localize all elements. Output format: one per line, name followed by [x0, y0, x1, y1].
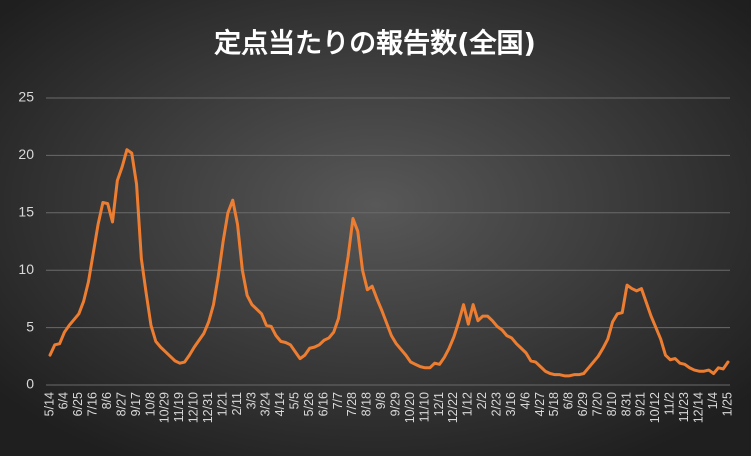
y-tick-label: 10 — [18, 261, 34, 277]
x-tick-label: 8/31 — [619, 392, 633, 416]
x-tick-label: 1/21 — [215, 392, 229, 416]
x-tick-label: 8/27 — [114, 392, 128, 416]
x-tick-label: 8/10 — [605, 392, 619, 416]
x-tick-label: 6/29 — [576, 392, 590, 416]
y-tick-label: 25 — [18, 89, 34, 105]
x-tick-label: 9/21 — [634, 392, 648, 416]
x-tick-label: 12/31 — [201, 392, 215, 423]
x-tick-label: 7/20 — [590, 392, 604, 416]
x-tick-label: 3/16 — [504, 392, 518, 416]
x-tick-label: 5/14 — [42, 392, 56, 416]
x-tick-label: 10/29 — [158, 392, 172, 423]
y-tick-label: 0 — [26, 376, 34, 392]
x-tick-label: 1/12 — [461, 392, 475, 416]
x-tick-label: 6/8 — [562, 392, 576, 409]
x-tick-label: 3/3 — [244, 392, 258, 409]
x-tick-label: 12/14 — [691, 392, 705, 423]
x-tick-label: 10/8 — [143, 392, 157, 416]
x-tick-label: 5/18 — [547, 392, 561, 416]
line — [48, 148, 730, 378]
x-tick-label: 5/5 — [288, 392, 302, 409]
x-tick-label: 12/10 — [187, 392, 201, 423]
chart-title: 定点当たりの報告数(全国) — [214, 28, 536, 60]
y-tick-label: 20 — [18, 146, 34, 162]
x-tick-label: 9/8 — [374, 392, 388, 409]
x-tick-label: 12/22 — [446, 392, 460, 423]
x-tick-label: 11/2 — [663, 392, 677, 415]
x-tick-label: 6/16 — [316, 392, 330, 416]
x-tick-label: 8/18 — [360, 392, 374, 416]
x-tick-label: 10/12 — [648, 392, 662, 423]
x-tick-label: 9/29 — [389, 392, 403, 416]
x-tick-label: 6/25 — [71, 392, 85, 416]
x-tick-label: 7/7 — [331, 392, 345, 409]
x-tick-label: 1/4 — [706, 392, 720, 409]
x-tick-label: 9/17 — [129, 392, 143, 416]
x-tick-label: 1/25 — [720, 392, 734, 416]
x-tick-label: 12/1 — [432, 392, 446, 416]
x-tick-label: 2/23 — [489, 392, 503, 416]
x-tick-label: 10/20 — [403, 392, 417, 423]
x-tick-label: 5/26 — [302, 392, 316, 416]
x-tick-label: 3/24 — [259, 392, 273, 416]
x-tick-label: 4/27 — [533, 392, 547, 416]
x-tick-label: 2/2 — [475, 392, 489, 409]
y-tick-label: 5 — [26, 318, 34, 334]
x-tick-label: 11/19 — [172, 392, 186, 422]
x-tick-label: 6/4 — [57, 392, 71, 409]
x-tick-label: 4/14 — [273, 392, 287, 416]
y-tick-label: 15 — [18, 204, 34, 220]
x-tick-label: 2/11 — [230, 392, 244, 415]
x-tick-label: 8/6 — [100, 392, 114, 409]
x-tick-label: 11/10 — [417, 392, 431, 422]
x-tick-label: 7/28 — [345, 392, 359, 416]
x-tick-label: 4/6 — [518, 392, 532, 409]
x-tick-label: 7/16 — [86, 392, 100, 416]
x-tick-label: 11/23 — [677, 392, 691, 422]
